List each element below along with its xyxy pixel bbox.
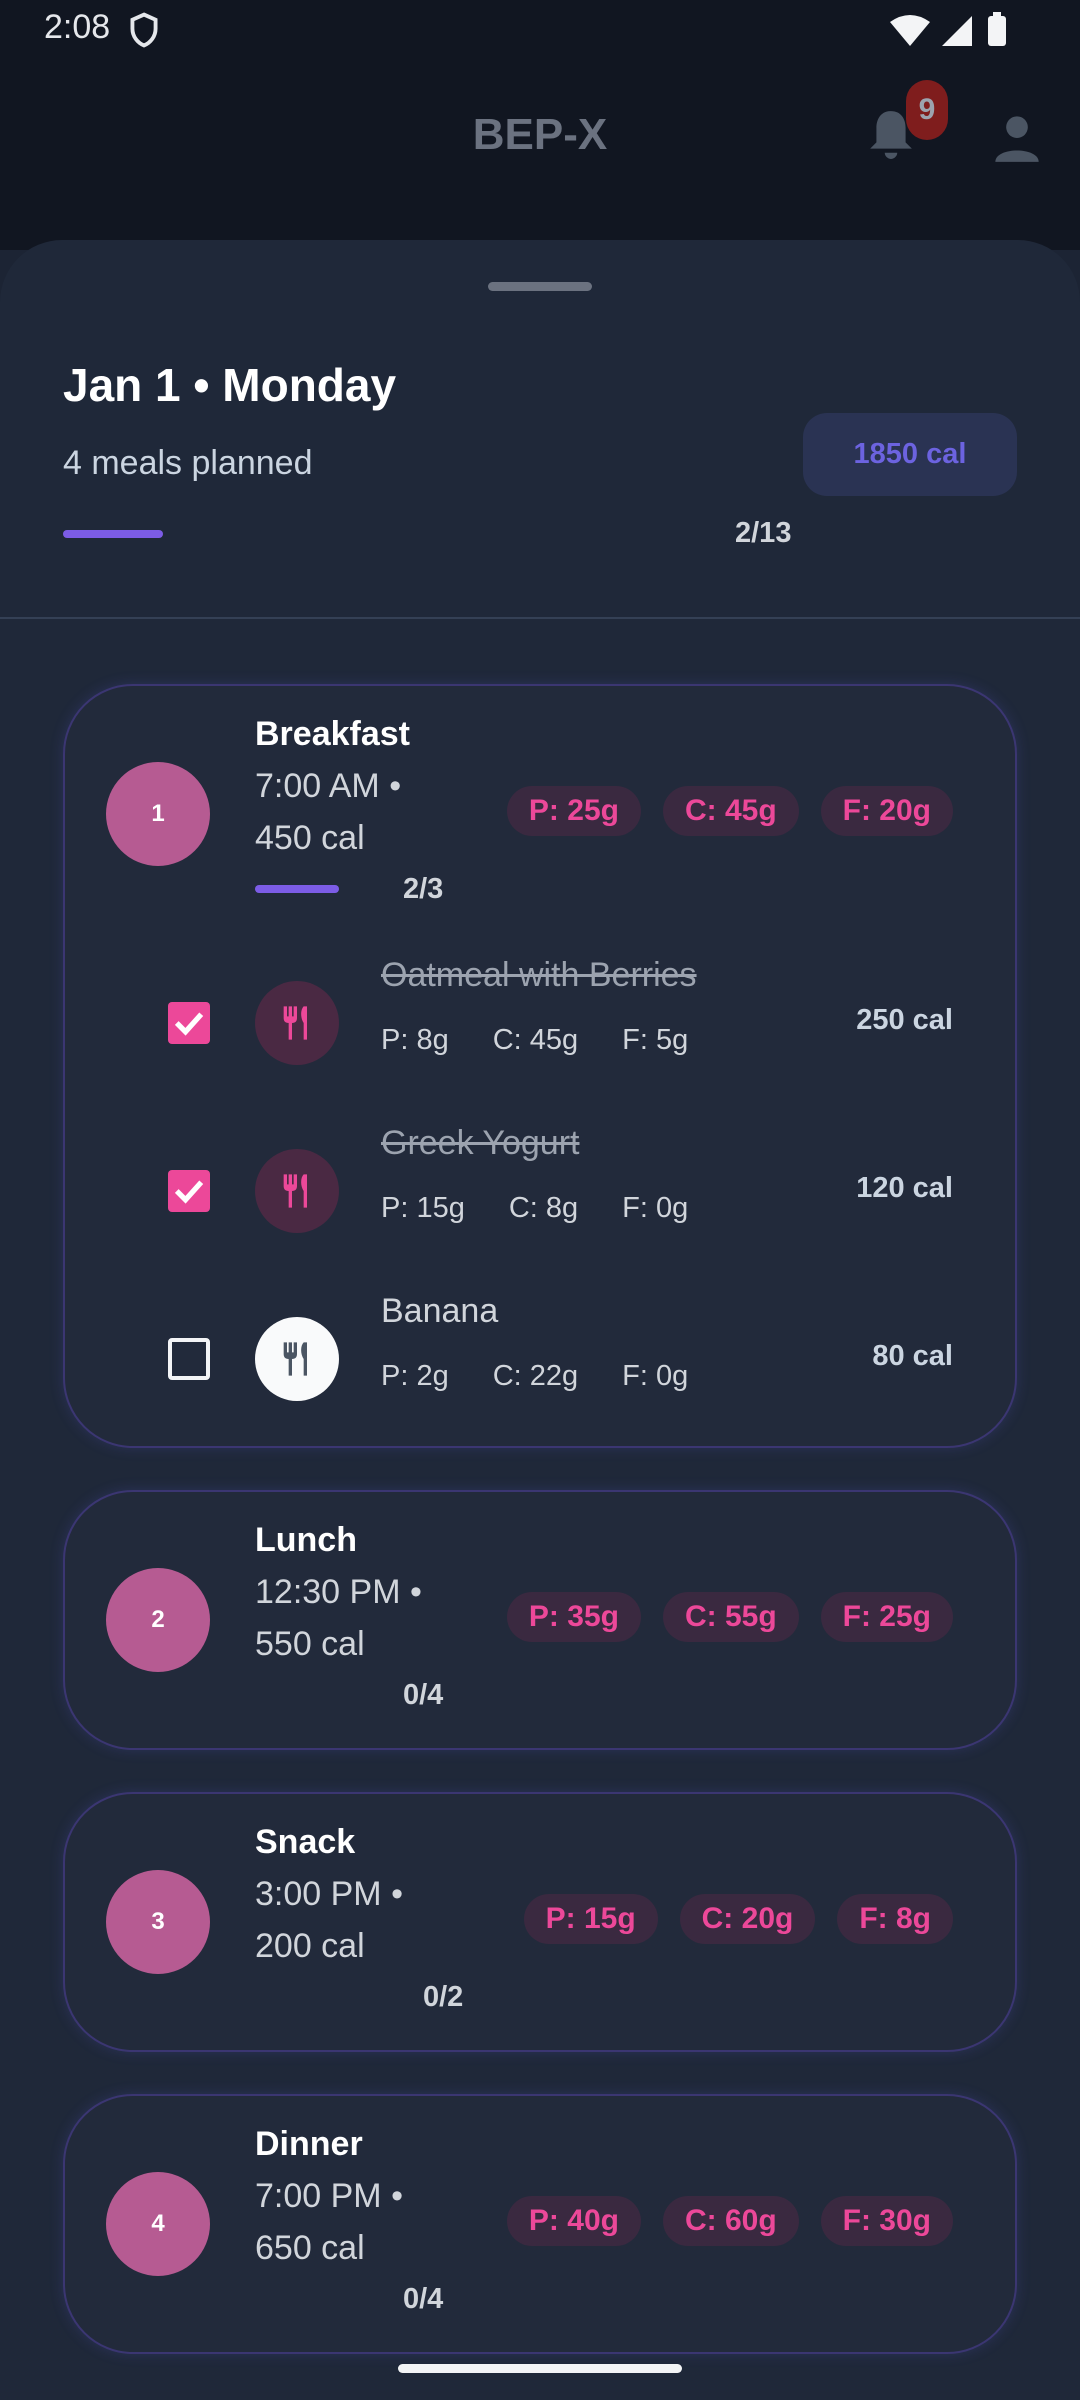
meal-info: Snack 3:00 PM • 200 cal 0/2: [255, 1816, 463, 2022]
food-macro: P: 2g: [381, 1360, 449, 1392]
meal-info: Dinner 7:00 PM • 650 cal 0/4: [255, 2118, 455, 2324]
meal-progress: 0/4: [403, 1678, 444, 1711]
macro-chip: F: 25g: [820, 1592, 953, 1642]
food-macros: P: 15g C: 8g F: 0g: [381, 1192, 688, 1225]
meal-info: Breakfast 7:00 AM • 450 cal 2/3: [255, 708, 455, 914]
macro-chip: F: 8g: [837, 1894, 953, 1944]
macro-chip: C: 55g: [662, 1592, 799, 1642]
meal-progress: 0/4: [403, 2282, 444, 2315]
food-macro: F: 5g: [622, 1024, 689, 1056]
day-progress: 2/13: [735, 517, 792, 549]
food-macro: F: 0g: [622, 1360, 689, 1392]
meal-calories: 650 cal: [255, 2229, 365, 2267]
macro-chip: P: 25g: [506, 786, 641, 836]
meal-time: 7:00 PM •: [255, 2177, 403, 2215]
meal-progress: 0/2: [423, 1980, 464, 2013]
meal-card[interactable]: 1 Breakfast 7:00 AM • 450 cal 2/3 P: 25g C: 45…: [63, 684, 1017, 1448]
food-item: Greek Yogurt P: 15g C: 8g F: 0g 120 cal: [65, 1110, 1015, 1278]
meal-name: Lunch: [255, 1521, 357, 1559]
day-progress-bar: [63, 530, 163, 538]
gesture-bar: [398, 2364, 682, 2373]
macro-chip: F: 20g: [820, 786, 953, 836]
checkbox[interactable]: [168, 1338, 210, 1380]
meal-header: 1 Breakfast 7:00 AM • 450 cal 2/3 P: 25g C: 45…: [65, 686, 1015, 942]
meal-progress-row: 0/2: [255, 1972, 463, 2022]
meal-card[interactable]: 3 Snack 3:00 PM • 200 cal 0/2 P: 15g C: 20g F: …: [63, 1792, 1017, 2052]
food-macros: P: 8g C: 45g F: 5g: [381, 1024, 688, 1057]
meal-calories: 200 cal: [255, 1927, 365, 1965]
shield-icon: [130, 12, 158, 48]
food-icon: [255, 1317, 339, 1401]
food-calories: 120 cal: [856, 1172, 953, 1204]
profile-button[interactable]: [991, 112, 1043, 164]
meal-name: Breakfast: [255, 715, 410, 753]
meal-name: Snack: [255, 1823, 356, 1861]
food-name: Banana: [381, 1292, 499, 1330]
day-subtitle: 4 meals planned: [63, 444, 313, 482]
meal-time: 12:30 PM •: [255, 1573, 422, 1611]
food-macro: P: 8g: [381, 1024, 449, 1056]
food-name: Greek Yogurt: [381, 1124, 580, 1162]
macro-chip: P: 40g: [506, 2196, 641, 2246]
macro-chip: C: 45g: [662, 786, 799, 836]
macro-chip: C: 60g: [662, 2196, 799, 2246]
meal-header: 2 Lunch 12:30 PM • 550 cal 0/4 P: 35g C: 55g F:…: [65, 1492, 1015, 1748]
checkbox[interactable]: [168, 1170, 210, 1212]
food-calories: 80 cal: [872, 1340, 953, 1372]
status-time: 2:08: [44, 8, 111, 46]
food-calories: 250 cal: [856, 1004, 953, 1036]
day-title: Jan 1 • Monday: [63, 359, 397, 411]
food-macro: C: 22g: [492, 1360, 579, 1392]
food-name: Oatmeal with Berries: [381, 956, 697, 994]
meal-calories: 550 cal: [255, 1625, 365, 1663]
meal-time: 7:00 AM •: [255, 767, 402, 805]
meal-number: 2: [106, 1568, 210, 1672]
food-macros: P: 2g C: 22g F: 0g: [381, 1360, 688, 1393]
meal-number: 3: [106, 1870, 210, 1974]
meal-number: 1: [106, 762, 210, 866]
meal-card[interactable]: 2 Lunch 12:30 PM • 550 cal 0/4 P: 35g C: 55g F:…: [63, 1490, 1017, 1750]
macro-chip: P: 15g: [523, 1894, 658, 1944]
meal-number: 4: [106, 2172, 210, 2276]
notification-button[interactable]: [866, 106, 916, 162]
meal-progress-row: 2/3: [255, 864, 455, 914]
meal-time: 3:00 PM •: [255, 1875, 403, 1913]
day-calories: 1850 cal: [803, 413, 1017, 496]
macro-chip: P: 35g: [506, 1592, 641, 1642]
meal-progress: 2/3: [403, 872, 444, 905]
meal-progress-bar: [255, 885, 339, 893]
meal-header: 3 Snack 3:00 PM • 200 cal 0/2 P: 15g C: 20g F: …: [65, 1794, 1015, 2050]
food-macro: C: 45g: [492, 1024, 579, 1056]
macro-chip: F: 30g: [820, 2196, 953, 2246]
status-icons: [890, 12, 1006, 46]
meal-header: 4 Dinner 7:00 PM • 650 cal 0/4 P: 40g C: 60g F:…: [65, 2096, 1015, 2352]
macro-chips: P: 25g C: 45g F: 20g: [506, 786, 953, 836]
macro-chips: P: 35g C: 55g F: 25g: [506, 1592, 953, 1642]
food-icon: [255, 1149, 339, 1233]
meal-info: Lunch 12:30 PM • 550 cal 0/4: [255, 1514, 455, 1720]
macro-chips: P: 15g C: 20g F: 8g: [523, 1894, 953, 1944]
app-bar: BEP-X 9: [0, 60, 1080, 250]
drag-handle[interactable]: [488, 282, 592, 291]
status-bar: 2:08: [0, 0, 1080, 60]
divider: [0, 617, 1080, 619]
food-item: Banana P: 2g C: 22g F: 0g 80 cal: [65, 1278, 1015, 1446]
food-macro: F: 0g: [622, 1192, 689, 1224]
meal-calories: 450 cal: [255, 819, 365, 857]
meal-progress-row: 0/4: [255, 1670, 455, 1720]
meal-card[interactable]: 4 Dinner 7:00 PM • 650 cal 0/4 P: 40g C: 60g F:…: [63, 2094, 1017, 2354]
food-macro: C: 8g: [508, 1192, 579, 1224]
app-title: BEP-X: [472, 110, 608, 159]
food-item: Oatmeal with Berries P: 8g C: 45g F: 5g 250 …: [65, 942, 1015, 1110]
meal-name: Dinner: [255, 2125, 363, 2163]
food-macro: P: 15g: [381, 1192, 465, 1224]
checkbox[interactable]: [168, 1002, 210, 1044]
notification-badge: 9: [906, 80, 948, 140]
food-icon: [255, 981, 339, 1065]
meal-progress-row: 0/4: [255, 2274, 455, 2324]
macro-chip: C: 20g: [679, 1894, 816, 1944]
macro-chips: P: 40g C: 60g F: 30g: [506, 2196, 953, 2246]
